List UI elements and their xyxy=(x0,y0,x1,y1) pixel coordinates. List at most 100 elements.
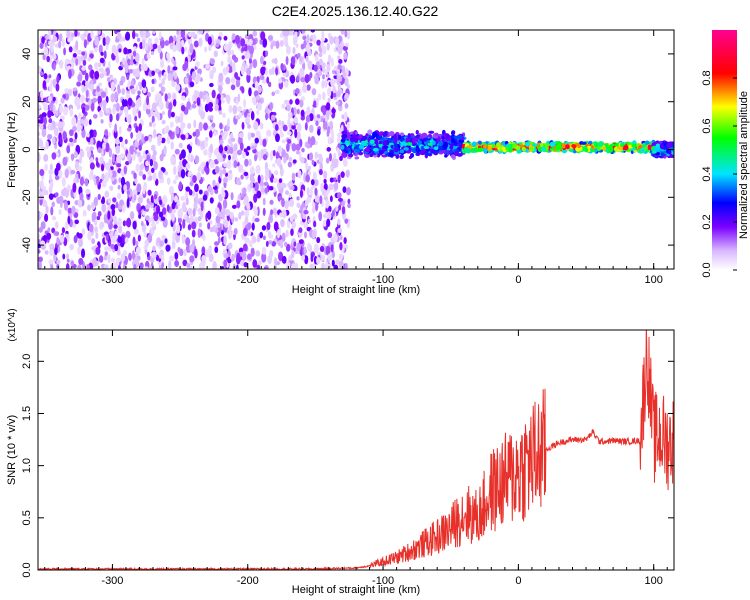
snr-xtick-label: -200 xyxy=(237,575,259,587)
spectrogram-cell xyxy=(88,146,95,151)
spectrogram-cell xyxy=(319,245,325,253)
spectrogram-cell xyxy=(205,63,210,70)
spectrogram-cell xyxy=(324,68,328,76)
spectrogram-cell xyxy=(59,103,63,114)
spectrogram-cell xyxy=(174,148,180,155)
spectrogram-cell xyxy=(99,73,104,79)
spectrogram-cell xyxy=(180,122,186,129)
spectrogram-cell xyxy=(207,102,214,109)
spectrogram-cell xyxy=(204,165,208,172)
spectrogram-cell xyxy=(104,190,110,198)
spectrogram-cell xyxy=(79,154,83,164)
spectrogram-cell xyxy=(40,179,44,190)
spectrogram-cell xyxy=(74,132,78,140)
spectrogram-cell xyxy=(279,239,284,249)
spectrogram-cell xyxy=(277,181,282,190)
colorbar: 0.00.20.40.60.8 Normalized spectral ampl… xyxy=(701,30,750,278)
spectrogram-cell xyxy=(323,178,327,184)
spectrogram-cell xyxy=(144,215,150,221)
spectrogram-cell xyxy=(80,33,85,40)
spectrogram-cell xyxy=(45,140,49,150)
spectrogram-cell xyxy=(159,199,163,206)
spectrogram-cell xyxy=(237,194,241,200)
spectrogram-cell xyxy=(265,112,269,121)
spectrogram-cell xyxy=(180,195,185,201)
spectrogram-cell xyxy=(58,195,64,204)
spectrogram-cell xyxy=(105,142,110,153)
spectrogram-cell xyxy=(112,262,117,269)
spectrogram-cell xyxy=(48,259,54,265)
spectrogram-cell xyxy=(105,35,110,46)
spectrogram-cell xyxy=(323,170,328,180)
spectrogram-cell xyxy=(339,253,344,261)
spectrogram-cell xyxy=(132,220,137,230)
spectrogram-cell xyxy=(180,104,186,112)
spectrogram-cell xyxy=(157,134,162,144)
spectrogram-cell xyxy=(75,58,79,66)
spectrogram-cell xyxy=(307,60,313,70)
spectrogram-cell xyxy=(301,147,305,153)
spectrogram-cell xyxy=(245,238,249,244)
spectrogram-cell xyxy=(89,53,94,59)
spectrogram-cell xyxy=(187,122,192,130)
spectrogram-cell xyxy=(39,71,44,76)
spectrogram-cell xyxy=(335,43,339,48)
spectrogram-cell xyxy=(269,151,274,161)
spectrogram-cell xyxy=(90,102,95,112)
spectrogram-cell xyxy=(410,152,415,158)
spectrogram-cell xyxy=(246,201,250,210)
spectrogram-cell xyxy=(230,192,234,201)
spectrogram-cell xyxy=(266,76,270,84)
spectrogram-cell xyxy=(158,211,164,218)
spectrogram-cell xyxy=(397,134,402,140)
spectrogram-cell xyxy=(208,253,214,263)
spectrogram-cell xyxy=(340,144,345,150)
spectrogram-cell xyxy=(43,116,47,126)
spectrogram-cell xyxy=(61,177,66,187)
snr-y-ticks: 0.00.51.01.52.0 xyxy=(21,354,674,578)
spectrogram-cell xyxy=(295,43,299,48)
spectrogram-cell xyxy=(101,173,105,181)
spectrogram-cell xyxy=(223,253,229,259)
spectrogram-cell xyxy=(123,184,128,192)
spectrogram-cell xyxy=(249,181,254,189)
spectrogram-cell xyxy=(230,77,236,84)
spectrogram-cell xyxy=(44,49,49,55)
spectrogram-cell xyxy=(130,132,134,139)
spectrogram-cell xyxy=(209,82,214,88)
spectrogram-cell xyxy=(39,169,45,177)
spectrogram-cell xyxy=(55,83,60,92)
spectrogram-cell xyxy=(261,78,267,84)
spectrogram-cell xyxy=(80,55,84,62)
spectrogram-cell xyxy=(170,111,175,118)
spectrogram-cell xyxy=(354,131,358,135)
spectrogram-cell xyxy=(285,45,291,55)
spectrogram-cell xyxy=(439,149,447,154)
spectrogram-cell xyxy=(43,153,49,162)
spectrogram-cell xyxy=(189,255,195,263)
spectrogram-cell xyxy=(153,193,158,200)
spectrogram-cell xyxy=(631,143,637,148)
spectrogram-cell xyxy=(100,91,107,98)
spectrogram-cell xyxy=(287,138,292,144)
spectrogram-cell xyxy=(96,216,101,221)
spectrogram-cell xyxy=(324,79,328,89)
spectrogram-cell xyxy=(335,101,340,106)
spectrogram-cell xyxy=(254,181,259,192)
spectrogram-cell xyxy=(457,135,463,139)
spectrogram-cell xyxy=(194,76,198,82)
spectrogram-cell xyxy=(298,227,303,234)
spectrogram-cell xyxy=(78,57,81,66)
spectrogram-cell xyxy=(92,97,98,103)
spectrogram-cell xyxy=(312,33,317,44)
spectrogram-cell xyxy=(159,153,164,162)
spectrogram-cell xyxy=(246,52,251,59)
spectrogram-cell xyxy=(205,249,211,258)
spectrogram-cell xyxy=(236,200,241,209)
spectrogram-cell xyxy=(152,171,157,182)
spectrogram-cell xyxy=(240,38,246,47)
spectrogram-cell xyxy=(319,162,323,172)
spectrogram-cell xyxy=(281,149,286,159)
spectrogram-cell xyxy=(246,67,252,76)
